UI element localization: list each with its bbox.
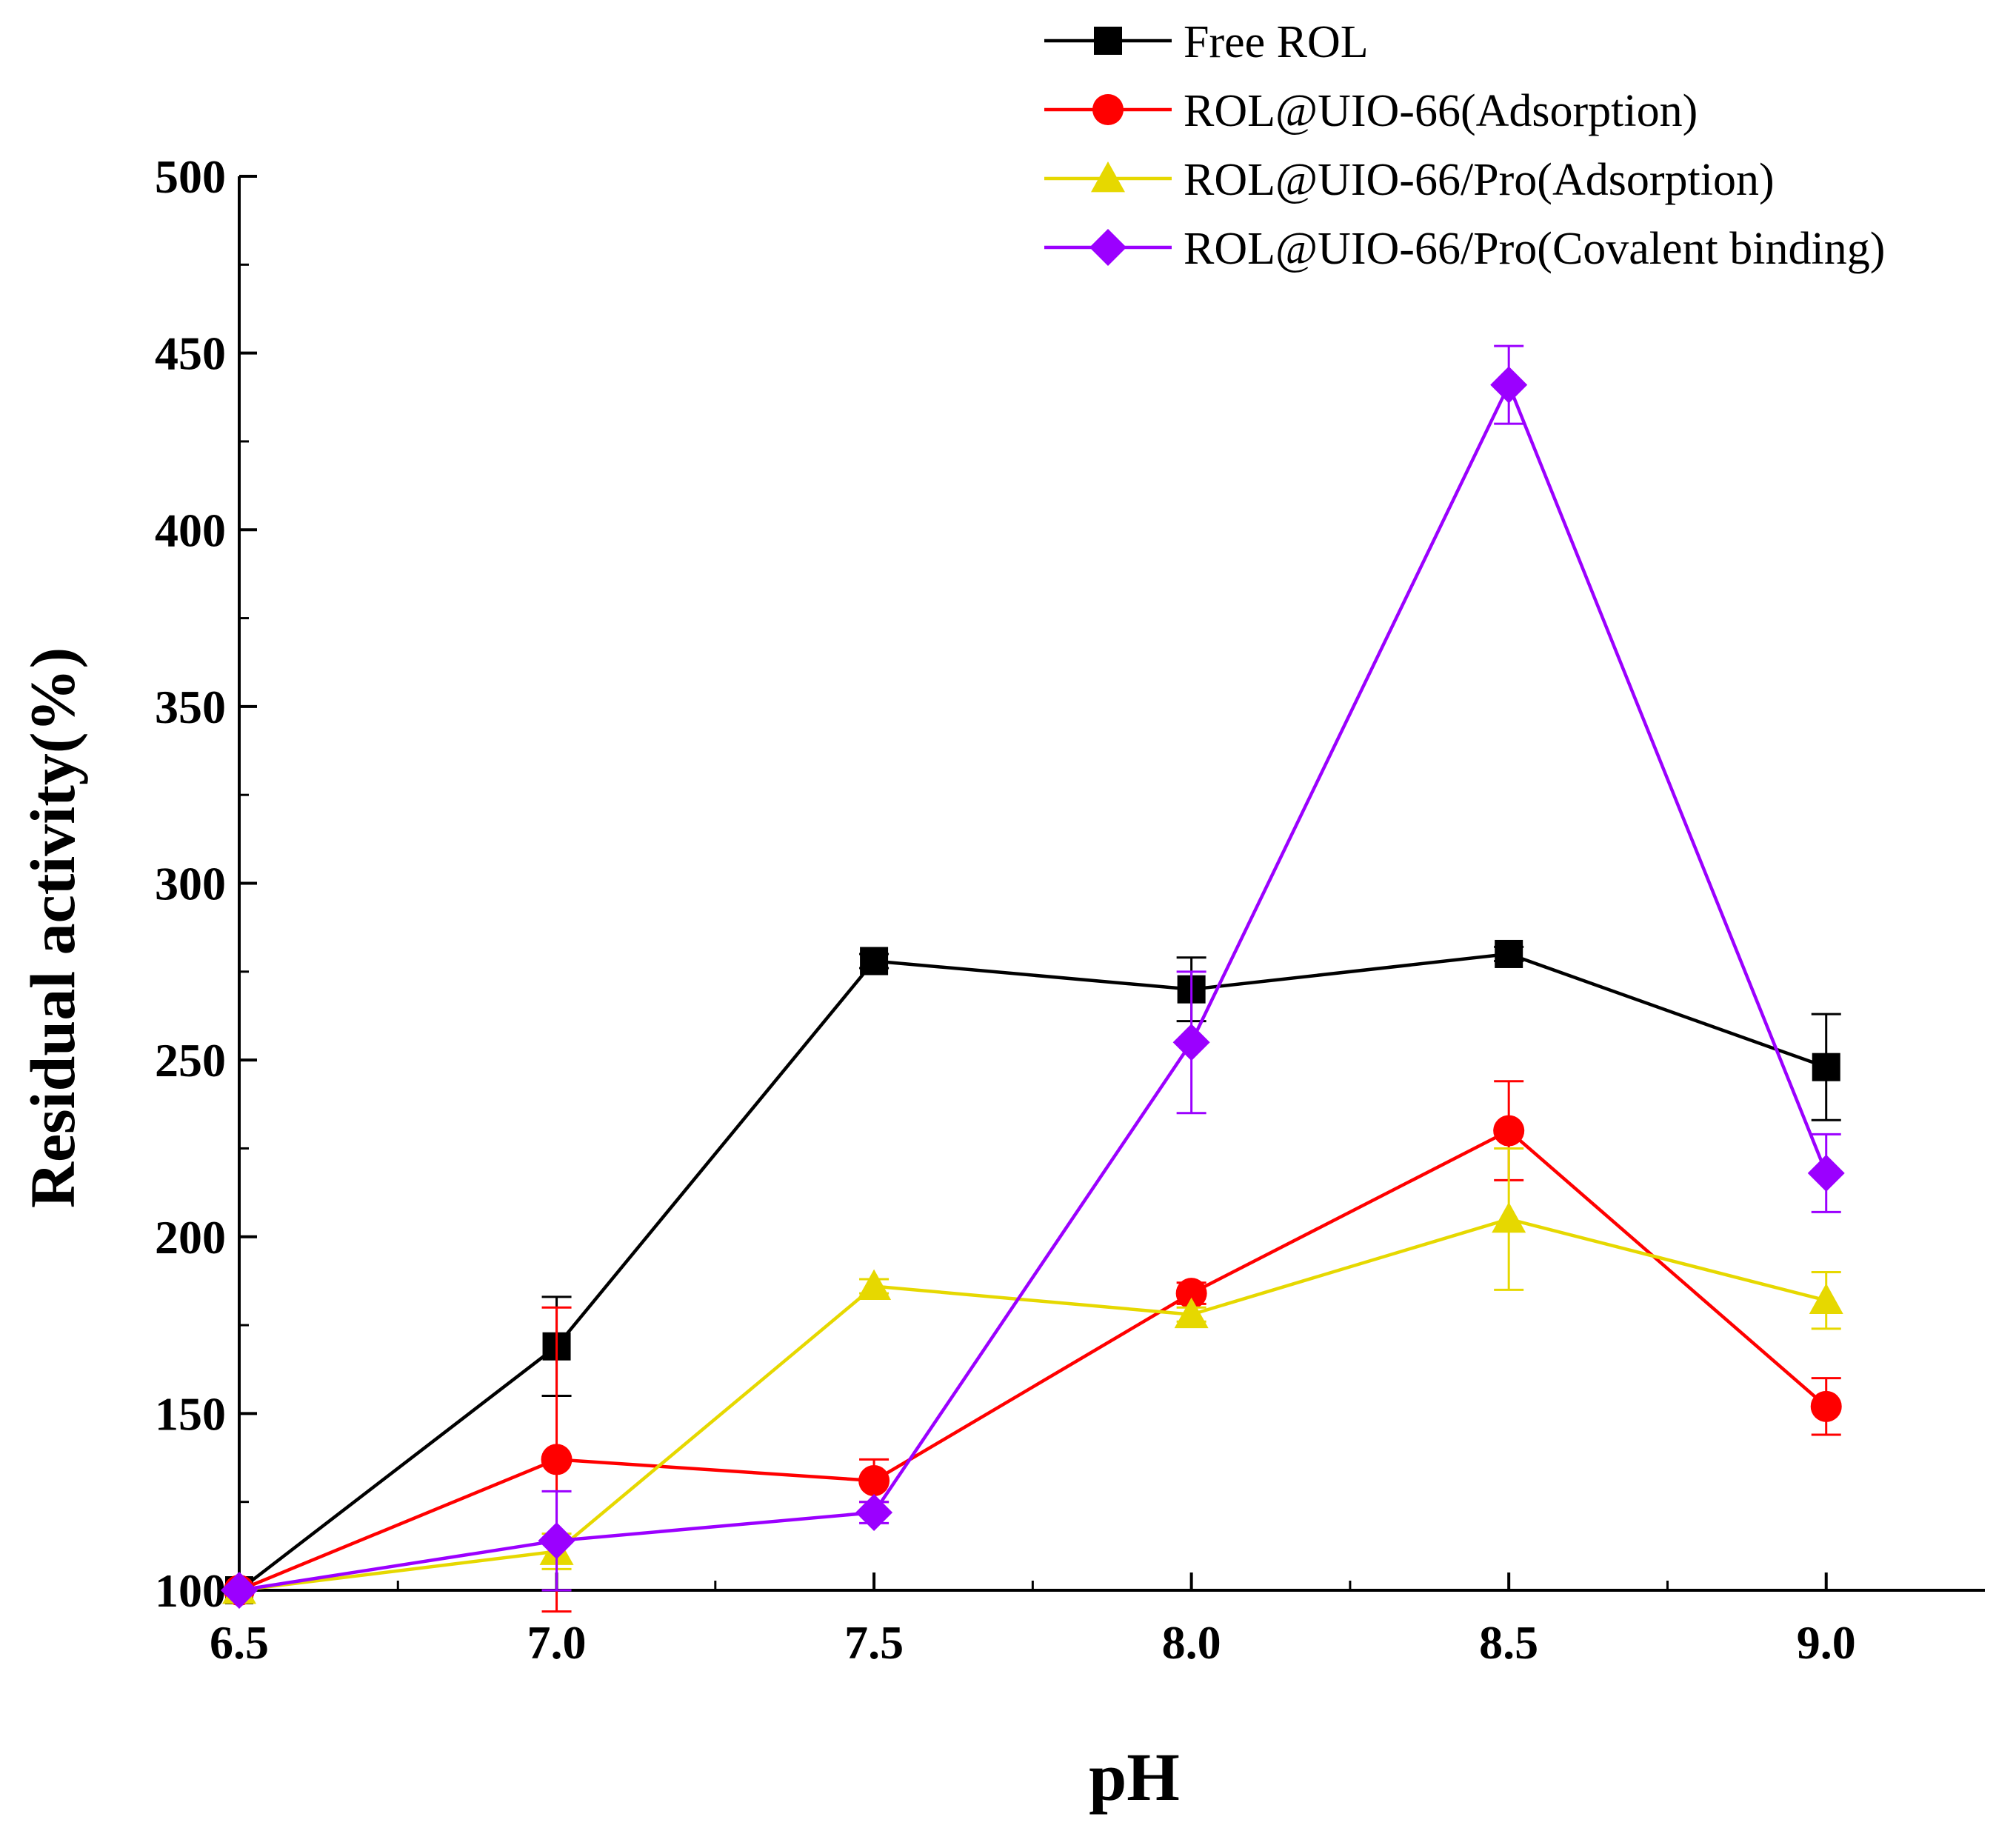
data-point — [1809, 1283, 1843, 1315]
series-line — [238, 381, 1828, 1592]
y-tick-label: 350 — [155, 681, 226, 733]
x-tick-label: 9.0 — [1797, 1616, 1856, 1669]
x-axis-title: pH — [1089, 1739, 1180, 1815]
data-point — [1812, 1053, 1840, 1081]
data-point — [1807, 1154, 1845, 1192]
axes: 100 150 200 250 300 350 400 450 500 6.5 7.0 7.5 8.0 8… — [155, 150, 1985, 1669]
legend-label: Free ROL — [1184, 17, 1369, 67]
series-line — [238, 1217, 1827, 1592]
y-tick-label: 450 — [155, 327, 226, 380]
data-point — [1172, 1024, 1210, 1061]
data-point — [1492, 1201, 1526, 1233]
x-tick-label: 8.0 — [1162, 1616, 1221, 1669]
data-point — [857, 1269, 892, 1300]
data-point — [1495, 939, 1523, 968]
series-line — [238, 1128, 1828, 1592]
y-tick-label: 150 — [155, 1387, 226, 1440]
series-2 — [224, 1080, 1842, 1613]
y-axis-title: Residual activity(%) — [17, 647, 88, 1208]
legend-label: ROL@UIO-66(Adsorption) — [1184, 86, 1698, 136]
legend-label: ROL@UIO-66/Pro(Covalent binding) — [1184, 224, 1885, 274]
x-tick-label: 7.5 — [844, 1616, 904, 1669]
data-point — [1174, 1297, 1209, 1329]
legend-marker — [1091, 161, 1125, 193]
legend-marker — [1089, 229, 1127, 266]
series-line — [238, 952, 1827, 1592]
data-point — [855, 1494, 893, 1532]
series-4 — [221, 344, 1845, 1609]
y-tick-label: 300 — [155, 858, 226, 910]
legend-entry: ROL@UIO-66(Adsorption) — [1044, 86, 1698, 136]
y-tick-label: 400 — [155, 504, 226, 556]
legend-label: ROL@UIO-66/Pro(Adsorption) — [1184, 155, 1775, 205]
y-tick-label: 100 — [155, 1564, 226, 1617]
x-tick-label: 6.5 — [210, 1616, 269, 1669]
legend-entry: ROL@UIO-66/Pro(Adsorption) — [1044, 155, 1775, 205]
data-point — [1493, 1115, 1525, 1147]
y-tick-label: 250 — [155, 1034, 226, 1087]
series-1 — [225, 939, 1841, 1604]
legend: Free ROL ROL@UIO-66(Adsorption) ROL@UIO-66… — [1044, 17, 1885, 274]
legend-marker — [1092, 94, 1124, 125]
x-tick-label: 8.5 — [1479, 1616, 1538, 1669]
legend-marker — [1094, 27, 1122, 55]
series-group — [221, 344, 1845, 1613]
y-tick-label: 200 — [155, 1211, 226, 1264]
data-point — [221, 1572, 258, 1609]
data-point — [860, 947, 889, 975]
data-point — [1490, 366, 1528, 404]
x-tick-label: 7.0 — [527, 1616, 587, 1669]
data-point — [538, 1522, 575, 1560]
data-point — [858, 1465, 890, 1497]
legend-entry: Free ROL — [1044, 17, 1369, 67]
data-point — [1810, 1390, 1842, 1422]
data-point — [1175, 1278, 1207, 1310]
series-3 — [222, 1147, 1843, 1604]
legend-entry: ROL@UIO-66/Pro(Covalent binding) — [1044, 224, 1885, 274]
y-tick-label: 500 — [155, 150, 226, 203]
data-point — [541, 1444, 573, 1475]
